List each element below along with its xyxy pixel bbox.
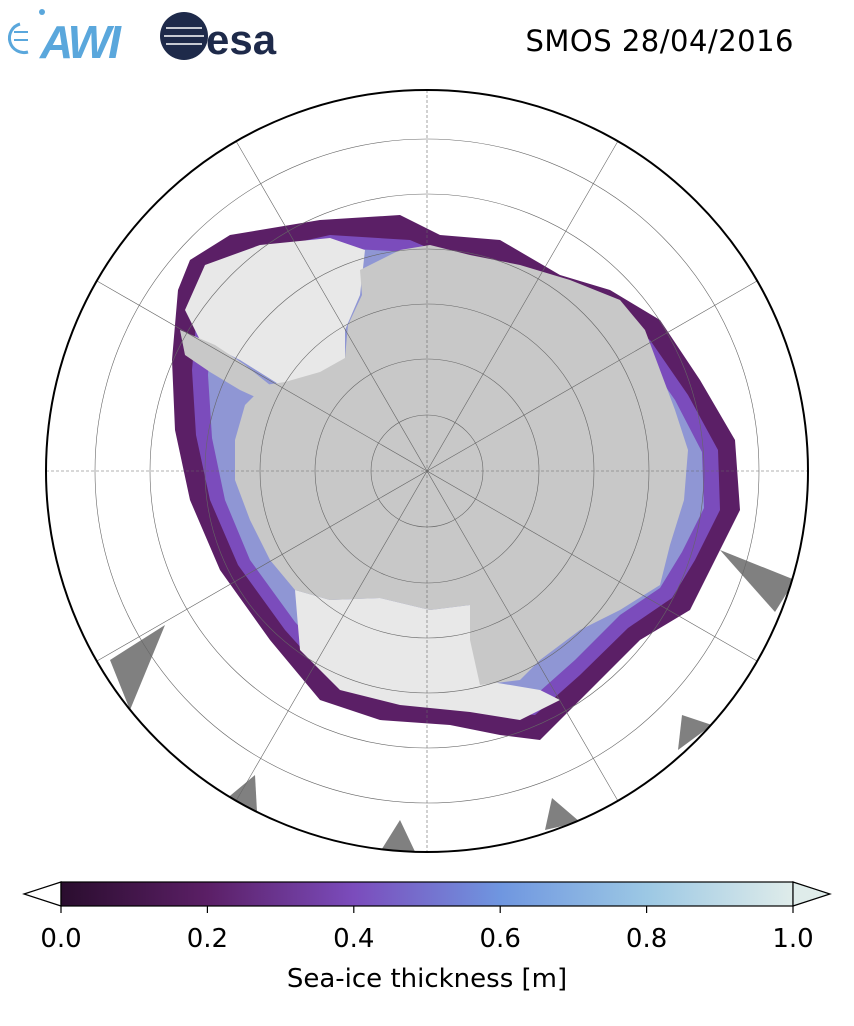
no-data-wedge: [720, 550, 795, 612]
map-title: SMOS 28/04/2016: [525, 24, 794, 58]
graticule: [46, 90, 808, 852]
colorbar-tick-label: 0.4: [333, 924, 375, 954]
esa-logo: esa: [160, 12, 277, 63]
colorbar-tick-label: 0.6: [479, 924, 521, 954]
colorbar-ticks: [60, 906, 794, 913]
ross-ice-shelf: [295, 590, 560, 720]
logos-header: AWI esa: [7, 9, 277, 66]
colorbar-extend-min: [22, 881, 62, 907]
colorbar-tick-label: 0.0: [40, 924, 82, 954]
no-data-wedge: [545, 798, 580, 830]
antarctic-map: [45, 89, 809, 853]
colorbar-tick-label: 0.2: [186, 924, 229, 954]
colorbar-gradient: [60, 881, 794, 907]
map-boundary: [45, 89, 809, 853]
colorbar-extend-max: [792, 881, 832, 907]
colorbar: [22, 881, 832, 913]
colorbar-tick-label: 1.0: [772, 924, 814, 954]
colorbar-label: Sea-ice thickness [m]: [286, 964, 568, 994]
esa-logo-text: esa: [206, 16, 277, 63]
antarctic-peninsula: [180, 330, 270, 400]
no-data-wedge: [110, 625, 165, 710]
awi-logo-text: AWI: [39, 16, 122, 66]
no-data-wedge: [678, 715, 712, 750]
antarctic-continent: [235, 245, 688, 685]
awi-logo: AWI: [7, 9, 125, 66]
weddell-ice-shelf: [185, 238, 365, 385]
no-data-wedge: [380, 820, 418, 852]
colorbar-tick-label: 0.8: [625, 924, 668, 954]
